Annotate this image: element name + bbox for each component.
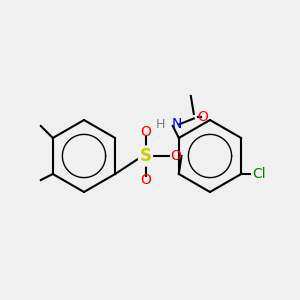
Text: Cl: Cl bbox=[252, 167, 266, 181]
Text: H: H bbox=[156, 118, 165, 131]
Text: S: S bbox=[140, 147, 152, 165]
Text: O: O bbox=[140, 173, 151, 187]
Text: O: O bbox=[140, 125, 151, 139]
Text: O: O bbox=[170, 149, 181, 163]
Text: O: O bbox=[197, 110, 208, 124]
Text: N: N bbox=[171, 118, 182, 131]
